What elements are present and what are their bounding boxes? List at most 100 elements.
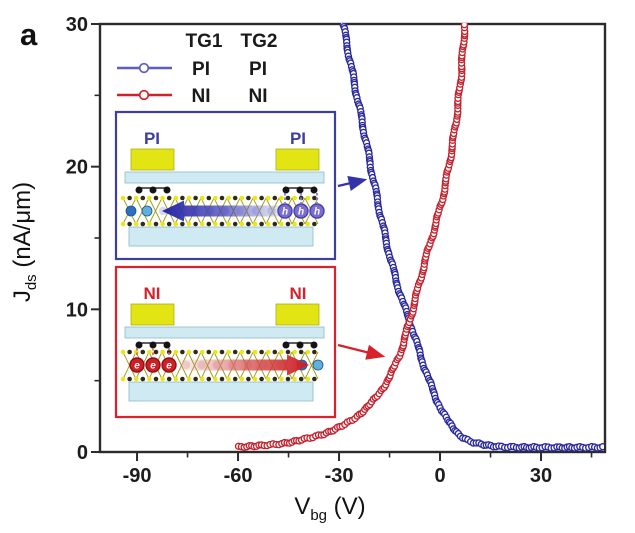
lattice-atom xyxy=(213,349,218,355)
lattice-atom xyxy=(120,221,126,227)
lattice-atom xyxy=(305,376,311,382)
x-axis: -90 -60 -30 0 30 xyxy=(123,452,593,487)
x-axis-label: Vbg (V) xyxy=(294,493,365,524)
inset-pi-gate-left xyxy=(130,148,175,171)
x-tick-label: -60 xyxy=(224,465,253,487)
y-tick-label: 0 xyxy=(77,442,88,464)
legend-header-tg2: TG2 xyxy=(241,31,278,52)
molecule-atom xyxy=(135,186,143,194)
lattice-atom xyxy=(160,349,165,355)
electron-current-arrow-icon xyxy=(180,354,309,376)
lattice-atom xyxy=(279,195,284,201)
molecule-atom xyxy=(163,186,171,194)
lattice-atom xyxy=(140,376,146,382)
carrier-circle-icon xyxy=(277,203,293,219)
lattice-atom xyxy=(127,221,132,227)
y-tick-label: 10 xyxy=(66,299,88,321)
lattice-atom xyxy=(305,349,311,355)
lattice-atom xyxy=(199,349,205,355)
lattice-atom xyxy=(166,195,172,201)
molecule-atom xyxy=(310,186,318,194)
lattice-atom xyxy=(292,349,297,355)
curve-pi-pi xyxy=(339,23,604,452)
lattice-atom xyxy=(298,221,304,227)
lattice-atom xyxy=(292,221,297,227)
curve-ni-ni xyxy=(234,23,469,452)
carrier-symbol: e xyxy=(150,361,156,372)
lattice-atom xyxy=(246,221,251,227)
lattice-atom xyxy=(127,349,132,355)
lattice-atom xyxy=(147,376,152,382)
x-tick-label: 0 xyxy=(434,465,445,487)
lattice-atom xyxy=(272,349,278,355)
lattice-atom xyxy=(186,221,192,227)
lattice-atom xyxy=(213,195,218,201)
legend-header-tg1: TG1 xyxy=(186,31,223,52)
molecule-atom xyxy=(296,186,304,194)
lattice-atom xyxy=(147,195,152,201)
lattice-bond xyxy=(304,351,319,380)
lattice-atom xyxy=(272,221,278,227)
lattice-atom xyxy=(213,221,218,227)
inset-ni-top-dielectric xyxy=(124,326,325,339)
lattice-atom xyxy=(160,376,165,382)
lattice-atom xyxy=(186,376,192,382)
lattice-atom xyxy=(127,376,132,382)
legend-marker-pi-icon xyxy=(138,62,150,74)
lattice-atom xyxy=(166,221,172,227)
lattice-atom xyxy=(153,349,159,355)
x-tick-label: 30 xyxy=(530,465,552,487)
x-tick-label: -30 xyxy=(325,465,354,487)
lattice-atom xyxy=(206,349,212,355)
y-tick-label: 20 xyxy=(66,157,88,179)
hole-current-arrow-icon xyxy=(162,200,290,222)
lattice-atom xyxy=(120,349,126,355)
lattice-atom xyxy=(226,349,231,355)
panel-label: a xyxy=(20,17,38,52)
lattice-atom xyxy=(199,376,205,382)
lattice-atom xyxy=(285,376,291,382)
lattice-atom xyxy=(265,349,271,355)
lattice-atom xyxy=(252,349,258,355)
molecule-atom xyxy=(149,341,157,349)
inset-pi-gate-label-left: PI xyxy=(144,129,160,148)
lattice-atom xyxy=(219,221,225,227)
lattice-atom xyxy=(232,195,238,201)
lattice-atom xyxy=(133,195,139,201)
molecule-atom xyxy=(296,341,304,349)
lattice-atom xyxy=(239,349,245,355)
molecule-atom xyxy=(163,341,171,349)
lattice-atom xyxy=(279,221,284,227)
lattice-atom xyxy=(239,221,245,227)
lattice-atom xyxy=(180,376,185,382)
carrier-symbol: e xyxy=(166,361,172,372)
legend-label-pi-tg2: PI xyxy=(249,59,267,80)
lattice-atom xyxy=(305,221,311,227)
lattice-atom xyxy=(180,349,185,355)
lattice-atom xyxy=(232,349,238,355)
lattice-atom xyxy=(292,195,297,201)
lattice-atom xyxy=(206,376,212,382)
inset-ni-gate-left xyxy=(130,303,175,326)
lattice-atom xyxy=(199,221,205,227)
lattice-atom xyxy=(147,349,152,355)
lattice-atom xyxy=(285,349,291,355)
lattice-atom xyxy=(173,195,179,201)
data-point-marker xyxy=(599,443,604,451)
lattice-atom xyxy=(259,349,264,355)
legend-label-ni-tg2: NI xyxy=(249,86,268,107)
lattice-atom xyxy=(312,349,317,355)
inset-pi-gate-label-right: PI xyxy=(290,129,306,148)
inset-ni-gate-right xyxy=(275,303,320,326)
lattice-atom xyxy=(239,195,245,201)
lattice-atom xyxy=(166,349,172,355)
lattice-atom xyxy=(166,376,172,382)
y-axis-label: Jds (nA/μm) xyxy=(9,182,40,302)
carrier-symbol: h xyxy=(282,207,288,218)
lattice-atom xyxy=(147,221,152,227)
lattice-atom xyxy=(279,349,284,355)
lattice-atom xyxy=(173,221,179,227)
lattice-atom xyxy=(140,221,146,227)
lattice-atom xyxy=(173,376,179,382)
